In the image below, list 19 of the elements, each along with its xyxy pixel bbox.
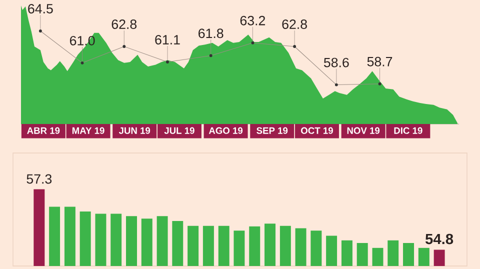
- data-label: 64.5: [28, 4, 53, 14]
- data-label: 57.3: [26, 174, 52, 184]
- data-label: 61.1: [155, 35, 180, 44]
- x-tick-label: ABR 19: [27, 127, 60, 134]
- x-tick-label: SEP 19: [256, 127, 288, 134]
- x-tick-label: AGO 19: [208, 127, 243, 134]
- x-tick-label: DIC 19: [394, 127, 422, 134]
- data-label: 58.6: [324, 58, 349, 68]
- x-tick-label: JUL 19: [164, 127, 194, 134]
- data-label: 54.8: [425, 234, 454, 244]
- x-tick-label: MAY 19: [72, 127, 104, 134]
- x-tick-label: JUN 19: [118, 127, 150, 134]
- x-tick-label: NOV 19: [347, 127, 380, 134]
- data-label: 62.8: [282, 20, 307, 29]
- data-label: 62.8: [112, 20, 137, 29]
- data-label: 63.2: [240, 16, 266, 26]
- data-label: 58.7: [367, 56, 392, 66]
- data-label: 61.8: [198, 28, 224, 38]
- x-tick-label: OCT 19: [301, 127, 333, 134]
